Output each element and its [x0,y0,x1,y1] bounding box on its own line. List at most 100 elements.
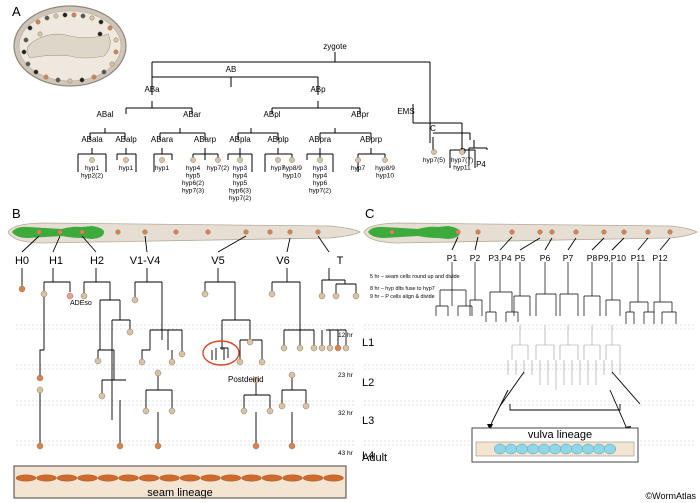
cell-label-v6: V6 [276,255,289,267]
p-cell-label-p1: P1 [447,253,458,263]
seam-nucleus [287,229,293,235]
label-abp: ABp [310,85,326,94]
embryo-nucleus [27,25,33,31]
p-cell-label-p9-p10: P9,P10 [598,253,626,263]
postdeirid-label: Postdeirid [228,375,264,384]
label-c: C [430,124,436,133]
lineage-nucleus [36,374,44,382]
vulva-cell [515,443,529,455]
fate-nucleus [215,157,221,163]
p-cell-label-p5: P5 [515,253,526,263]
embryo-nucleus [55,77,61,83]
fate-label: hyp3 [233,165,248,172]
lineage-nucleus [94,357,102,365]
fate-label: hyp5 [233,180,248,187]
embryo-nucleus [67,78,73,84]
embryo-illustration [13,5,127,87]
stage-label-adult: Adult [362,452,387,464]
p-cell-nucleus [389,229,395,235]
cell-label-h1: H1 [49,255,63,267]
stage-label-l3: L3 [362,415,374,427]
postdeirid-ring [202,340,240,366]
embryo-nucleus [107,25,113,31]
embryo-nucleus [53,13,59,19]
stage-band-c [364,362,694,370]
embryo-nucleus [21,49,27,55]
seam-nucleus [57,229,63,235]
lineage-nucleus [36,386,44,394]
note-8hr: 8 hr – hyp dlts fuse to hyp7 [370,286,435,292]
seam-nucleus [243,229,249,235]
time-label: 32 hr [338,410,354,417]
panel-b-cells: H0 H1 H2 V1-V4 V5 V6 T [15,255,344,267]
panel-label-b: B [12,206,21,221]
lineage-nucleus [168,407,176,415]
label-abpr: ABpr [351,110,369,119]
credit: ©WormAtlas [646,491,697,501]
lineage-nucleus [116,442,124,450]
note-9hr: 9 hr – P cells align & divide [370,294,435,300]
pharynx-c [368,226,460,239]
p-cell-label-p8: P8 [587,253,598,263]
fate-label: hyp10 [376,173,394,180]
embryo-nucleus [71,12,77,18]
lineage-nucleus [318,344,326,352]
lineage-nucleus [266,407,274,415]
worm-c-pointers [451,236,671,251]
lineage-nucleus [278,402,286,410]
fate-label: hyp8/9 [375,165,395,172]
fate-nucleus [289,157,295,163]
fate-nucleus [317,157,323,163]
embryo-nucleus [101,69,107,75]
stage-label-l2: L2 [362,377,374,389]
adeso-label: ADEso [70,300,92,307]
vulva-cell [581,443,595,455]
stage-band-b [14,400,354,408]
lineage-nucleus [98,392,106,400]
seam-cell [282,474,303,482]
lineage-nucleus [201,290,209,298]
vulva-lineage-box: vulva lineage [471,427,639,463]
p-cell-nucleus [667,229,673,235]
lineage-nucleus [258,358,266,366]
cell-label-v1-v4: V1-V4 [130,255,161,267]
vulva-cell [548,443,562,455]
fate-label: hyp6(3) [229,188,251,195]
lineage-nucleus [268,290,276,298]
embryo-nucleus [89,15,95,21]
lineage-nucleus [252,442,260,450]
lineage-tree-a [77,52,488,172]
fate-label: hyp6 [313,180,328,187]
fate-label: hyp7(2) [207,165,229,172]
stage-band-b [14,322,354,330]
worm-c [363,222,698,244]
fate-label: hyp1 [85,165,100,172]
label-zygote: zygote [323,42,347,51]
p-cell-label-p11: P11 [631,253,646,263]
fate-nucleus [459,149,465,155]
label-abpla: ABpla [229,135,251,144]
fate-nucleus [431,149,437,155]
fate-nucleus [382,157,388,163]
vulva-cells [493,443,617,455]
label-ems: EMS [397,107,414,116]
seam-cell [200,474,221,482]
lineage-nucleus [131,296,139,304]
embryo-nucleus [35,19,41,25]
lineage-nucleus [80,292,88,300]
lineage-nucleus [280,344,288,352]
label-abarp: ABarp [194,135,217,144]
lineage-nucleus [18,285,26,293]
label-abpl: ABpl [264,110,281,119]
lineage-nucleus [252,376,260,384]
fate-label: hyp3 [313,165,328,172]
seam-cell [220,474,242,482]
fate-label: hyp1 [119,165,134,172]
label-p4: P4 [476,160,486,169]
lineage-nucleus [154,442,162,450]
embryo-nucleus [44,15,50,21]
fate-label: hyp1 [155,165,170,172]
seam-cell [302,474,324,482]
lineage-nucleus [154,369,162,377]
